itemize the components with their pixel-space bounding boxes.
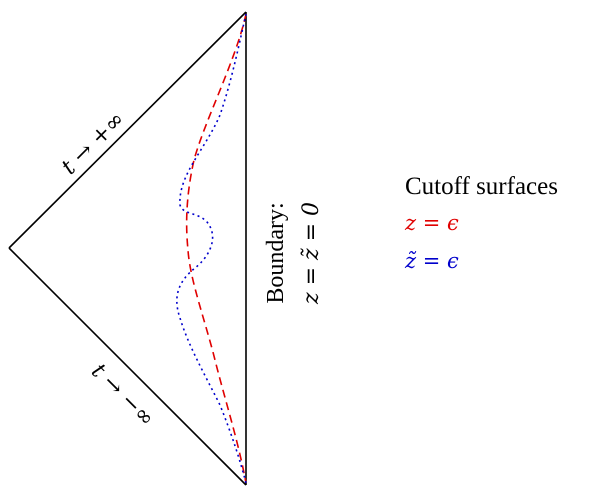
past-infinity-label: t → −∞ <box>86 359 159 432</box>
future-infinity-label: t → +∞ <box>57 107 130 180</box>
legend-title: Cutoff surfaces <box>405 173 558 200</box>
cutoff-curve-z <box>185 13 247 484</box>
legend-item-z: z = ϵ <box>404 211 459 235</box>
boundary-title: Boundary: <box>263 202 289 303</box>
cutoff-curve-ztilde <box>176 13 247 484</box>
boundary-condition: z = z̃ = 0 <box>299 202 324 305</box>
future-horizon-edge <box>8 11 247 249</box>
past-horizon-edge <box>8 247 247 486</box>
legend-item-ztilde: z̃ = ϵ <box>404 249 459 273</box>
